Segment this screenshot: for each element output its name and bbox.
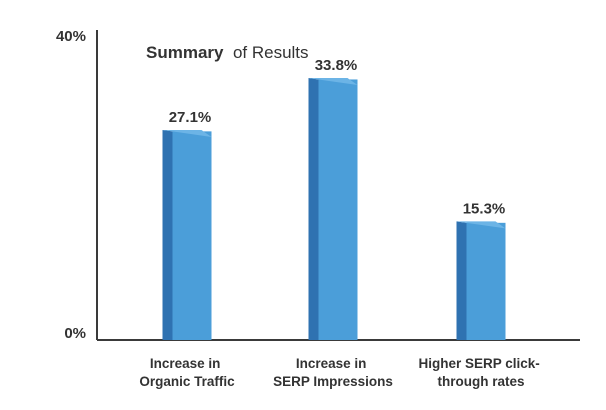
bar-top — [162, 129, 212, 137]
category-label-organic-traffic: Increase in Organic Traffic — [139, 356, 235, 389]
category-label-line: through rates — [437, 374, 524, 389]
bar-side — [456, 221, 467, 340]
category-label-click-through: Higher SERP click- through rates — [418, 356, 543, 389]
y-tick-label-max: 40% — [56, 28, 86, 45]
category-label-line: Increase in — [150, 356, 221, 371]
bar-click-through — [456, 221, 506, 340]
data-label-click-through: 15.3% — [463, 200, 506, 217]
chart-title: Summary of Results — [146, 43, 309, 62]
bar-front — [318, 79, 358, 340]
bar-side — [162, 129, 173, 340]
category-label-serp-impressions: Increase in SERP Impressions — [273, 356, 393, 389]
chart-title-rest: of Results — [233, 43, 309, 62]
category-label-line: SERP Impressions — [273, 374, 393, 389]
category-label-line: Increase in — [296, 356, 367, 371]
y-tick-label-min: 0% — [64, 325, 86, 342]
category-label-line: Higher SERP click- — [418, 356, 539, 371]
category-label-line: Organic Traffic — [139, 374, 235, 389]
bar-top — [456, 221, 506, 229]
bar-front — [172, 131, 212, 340]
bar-serp-impressions — [308, 78, 358, 341]
data-label-serp-impressions: 33.8% — [315, 57, 358, 74]
bar-front — [466, 222, 506, 340]
bars-group — [162, 78, 506, 341]
data-label-organic-traffic: 27.1% — [169, 109, 212, 126]
bar-side — [308, 78, 319, 341]
bar-organic-traffic — [162, 129, 212, 340]
bar-top — [308, 78, 358, 86]
chart-title-bold: Summary — [146, 43, 224, 62]
